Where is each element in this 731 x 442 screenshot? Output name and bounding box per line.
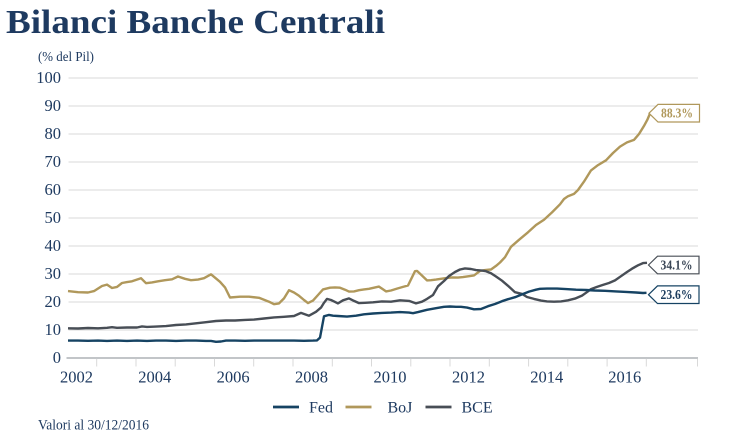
svg-text:40: 40 [45,236,62,255]
svg-text:BCE: BCE [462,400,493,417]
svg-text:2016: 2016 [608,368,641,387]
svg-text:80: 80 [45,124,62,143]
svg-text:10: 10 [45,320,62,339]
svg-text:2004: 2004 [138,368,171,387]
svg-text:100: 100 [36,68,61,87]
svg-text:2014: 2014 [530,368,563,387]
svg-text:2006: 2006 [217,368,250,387]
svg-text:Valori al 30/12/2016: Valori al 30/12/2016 [38,417,149,433]
svg-text:0: 0 [53,348,61,367]
svg-text:(% del Pil): (% del Pil) [38,49,94,64]
svg-text:2002: 2002 [60,368,93,387]
svg-text:20: 20 [45,292,62,311]
svg-text:Bilanci Banche Centrali: Bilanci Banche Centrali [6,4,385,41]
svg-text:34.1%: 34.1% [661,257,693,272]
svg-text:70: 70 [45,152,62,171]
svg-text:60: 60 [45,180,62,199]
svg-text:50: 50 [45,208,62,227]
svg-text:30: 30 [45,264,62,283]
svg-text:BoJ: BoJ [388,400,413,417]
svg-text:2008: 2008 [295,368,328,387]
svg-text:90: 90 [45,96,62,115]
svg-text:23.6%: 23.6% [661,287,693,302]
svg-text:2012: 2012 [452,368,485,387]
svg-text:Fed: Fed [309,400,333,417]
svg-text:2010: 2010 [374,368,407,387]
svg-text:88.3%: 88.3% [661,106,693,121]
